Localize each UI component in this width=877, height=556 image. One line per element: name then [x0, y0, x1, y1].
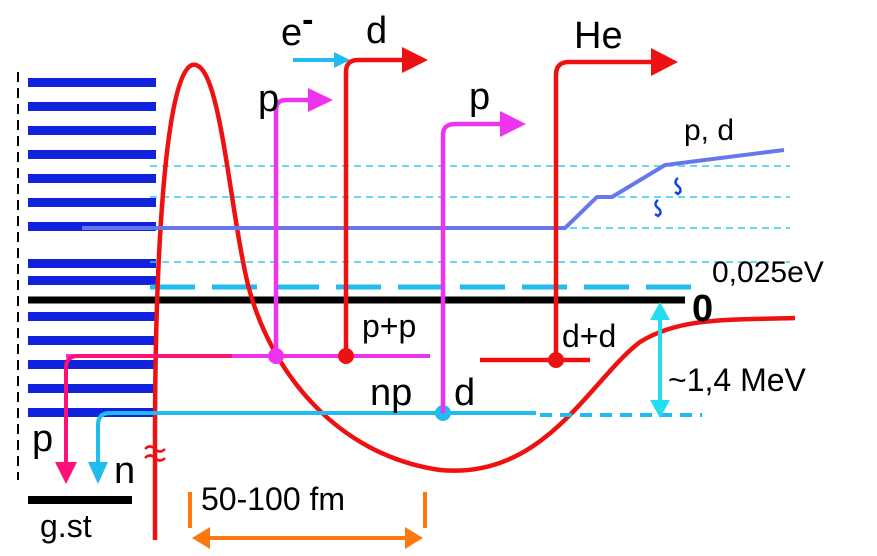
arrowhead — [405, 527, 423, 549]
arrowhead — [402, 47, 428, 73]
neutron-bottom-label: n — [114, 450, 136, 492]
gamma-squiggle-icon — [674, 177, 682, 196]
helium-label: He — [574, 15, 623, 57]
np-label: np — [370, 372, 413, 414]
arrowhead — [88, 462, 108, 484]
deuteron-bound-label: d — [454, 372, 476, 414]
pd-continuum-line — [82, 148, 785, 230]
proton-bottom-label: p — [32, 418, 54, 460]
arrowhead — [192, 527, 210, 549]
thermal-energy-label: 0,025eV — [712, 256, 824, 289]
proton-label-left: p — [258, 78, 280, 120]
arrowhead — [308, 88, 333, 112]
arrowhead — [500, 111, 526, 137]
axis-break-mark — [144, 445, 166, 462]
helium-emission-arrow — [553, 59, 655, 360]
dd-marker — [548, 352, 564, 368]
arrowhead — [650, 400, 670, 418]
arrowhead — [650, 302, 670, 320]
level-bar — [28, 408, 156, 417]
binding-energy-label: ~1,4 MeV — [668, 362, 806, 398]
pp-label: p+p — [362, 308, 417, 344]
electron-label: e- — [281, 1, 314, 54]
discrete-level-stack — [28, 78, 156, 417]
level-bar — [28, 150, 156, 159]
dd-label: d+d — [562, 318, 617, 354]
level-bar — [28, 360, 156, 369]
level-bar — [28, 126, 156, 135]
level-bar — [28, 174, 156, 183]
gamma-squiggle-icon — [654, 199, 662, 218]
pp-marker-magenta — [268, 348, 284, 364]
level-bar — [28, 259, 156, 268]
proton-emission-arrow — [273, 97, 312, 356]
neutron-decay-arrow — [96, 411, 152, 464]
proton-decay-arrow — [64, 354, 232, 464]
arrowhead — [334, 52, 350, 68]
level-bar — [28, 384, 156, 393]
arrowhead — [651, 48, 678, 76]
pd-label: p, d — [684, 114, 735, 147]
level-bar — [28, 312, 156, 321]
deuteron-top-label: d — [366, 10, 388, 52]
zero-label: 0 — [692, 288, 714, 330]
thin-dashed-levels — [150, 165, 790, 263]
level-bar — [28, 276, 156, 285]
pp-marker-red — [338, 348, 354, 364]
level-bar — [28, 78, 156, 87]
level-bar — [28, 198, 156, 207]
proton-emission-arrow-2 — [440, 121, 505, 413]
level-bar — [28, 336, 156, 345]
deuteron-emission-arrow — [343, 57, 405, 356]
level-bar — [28, 102, 156, 111]
arrowhead — [55, 462, 77, 484]
ground-state-label: g.st — [40, 508, 92, 544]
proton-label-mid: p — [469, 76, 491, 118]
range-label: 50-100 fm — [201, 481, 346, 517]
